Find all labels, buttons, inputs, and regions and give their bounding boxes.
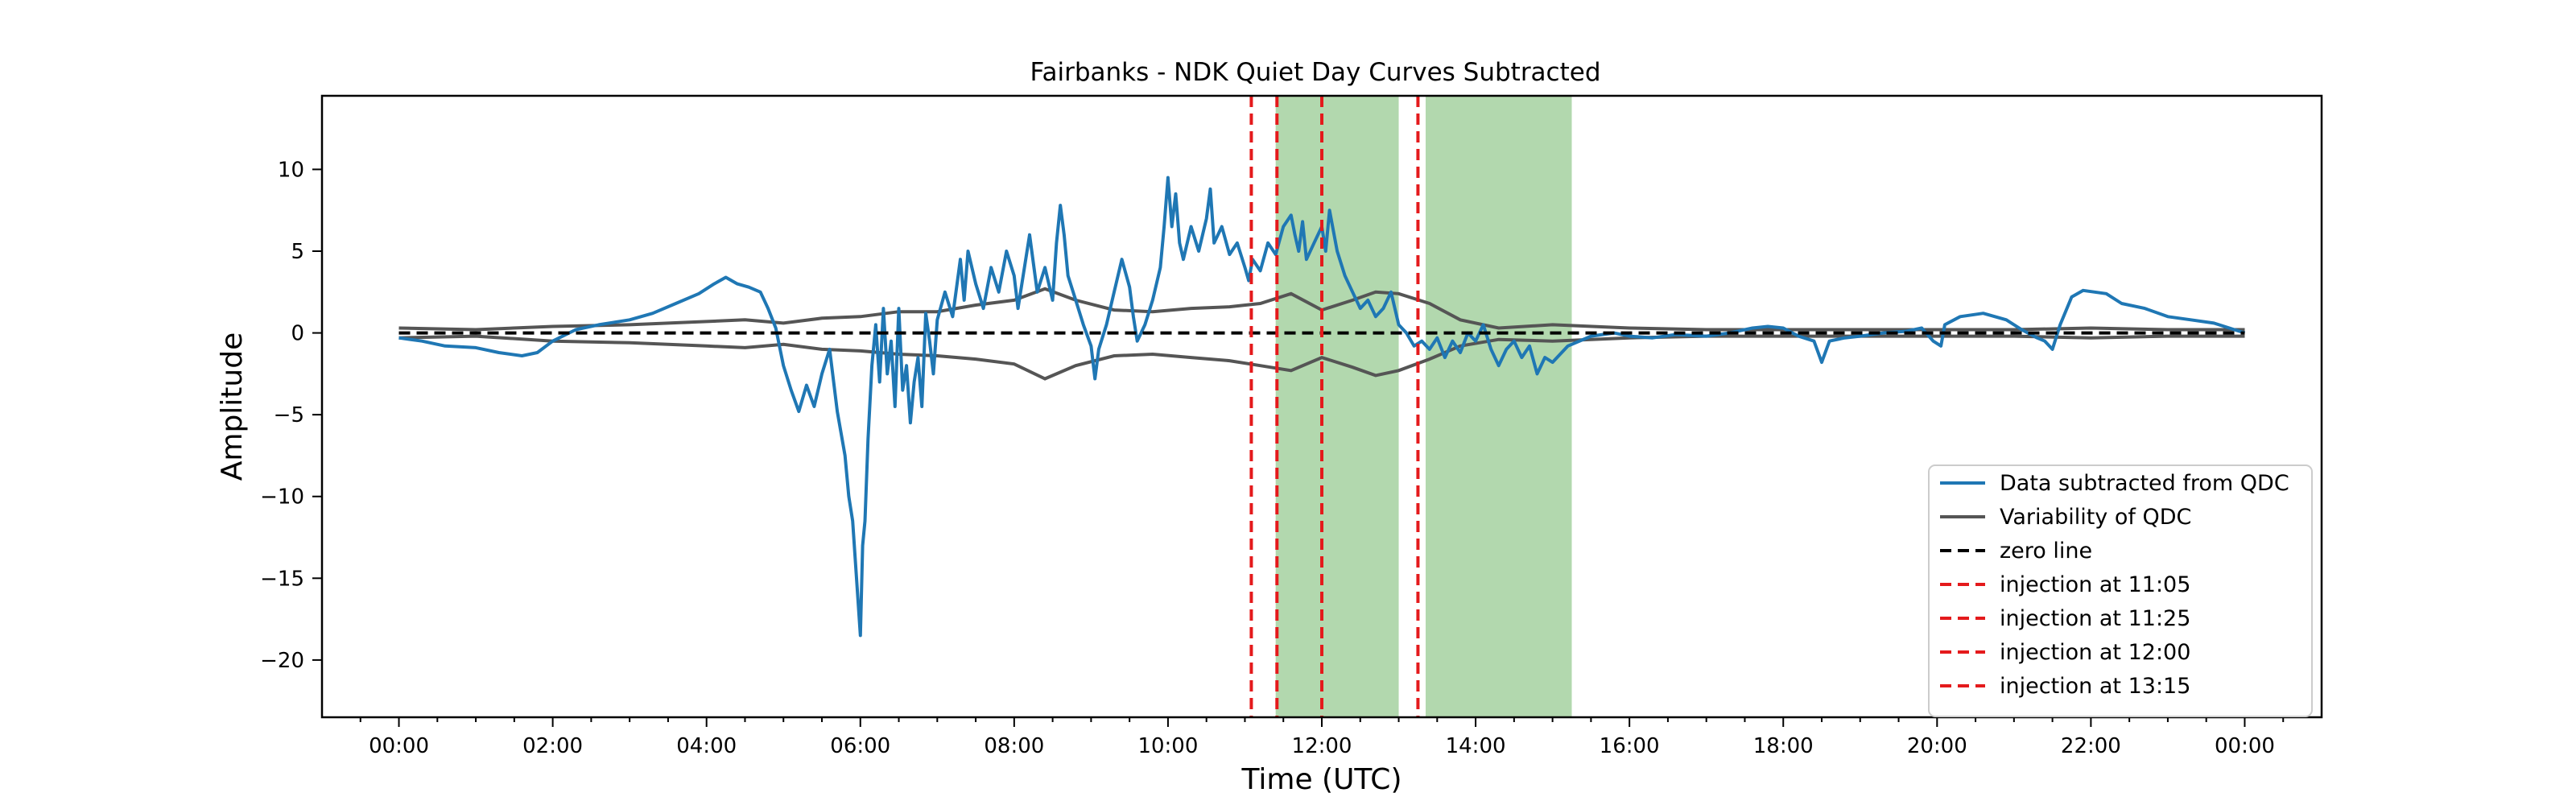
shaded-region-2 <box>1425 96 1572 717</box>
legend-entry-variability-label: Variability of QDC <box>2000 505 2191 530</box>
x-tick-label: 22:00 <box>2061 734 2121 758</box>
x-tick-label: 00:00 <box>2215 734 2275 758</box>
legend-entry-injection-4-label: injection at 13:15 <box>2000 674 2190 699</box>
legend-entry-zero-line-label: zero line <box>2000 539 2092 564</box>
y-axis-label: Amplitude <box>216 332 249 481</box>
qdc-variability-upper-line <box>398 287 2245 332</box>
x-tick-label: 20:00 <box>1907 734 1967 758</box>
y-tick-label: 0 <box>291 322 304 346</box>
shaded-regions <box>1275 96 1572 717</box>
x-tick-label: 10:00 <box>1137 734 1198 758</box>
data-subtracted-line <box>398 175 2246 638</box>
legend: Data subtracted from QDC Variability of Q… <box>1928 464 2313 717</box>
x-tick-label: 06:00 <box>830 734 890 758</box>
y-tick-label: 10 <box>278 158 304 182</box>
injection-lines <box>1249 96 1420 717</box>
x-axis-ticks: 00:00 02:00 04:00 06:00 08:00 10:00 12:00 14:00… <box>359 717 2285 758</box>
x-tick-label: 00:00 <box>369 734 429 758</box>
x-tick-label: 04:00 <box>676 734 737 758</box>
x-axis-label: Time (UTC) <box>1241 763 1402 796</box>
x-tick-label: 08:00 <box>984 734 1044 758</box>
y-tick-label: −5 <box>274 403 304 427</box>
qdc-variability-lower-line <box>398 334 2245 381</box>
y-axis-ticks: 10 5 0 −5 −10 −15 −20 <box>260 158 322 673</box>
y-tick-label: 5 <box>291 240 304 264</box>
x-tick-label: 16:00 <box>1600 734 1660 758</box>
legend-entry-data-label: Data subtracted from QDC <box>2000 471 2289 496</box>
shaded-region-1 <box>1275 96 1399 717</box>
legend-entry-injection-1-label: injection at 11:05 <box>2000 572 2190 597</box>
x-tick-label: 18:00 <box>1753 734 1814 758</box>
x-tick-label: 14:00 <box>1446 734 1506 758</box>
x-tick-label: 02:00 <box>522 734 583 758</box>
legend-box <box>1928 464 2313 717</box>
x-tick-label: 12:00 <box>1292 734 1352 758</box>
legend-entry-injection-3-label: injection at 12:00 <box>2000 640 2190 665</box>
legend-entry-injection-2-label: injection at 11:25 <box>2000 606 2190 631</box>
y-tick-label: −15 <box>260 567 304 591</box>
chart-title: Fairbanks - NDK Quiet Day Curves Subtrac… <box>1030 58 1600 87</box>
y-tick-label: −20 <box>260 649 304 673</box>
y-tick-label: −10 <box>260 485 304 510</box>
